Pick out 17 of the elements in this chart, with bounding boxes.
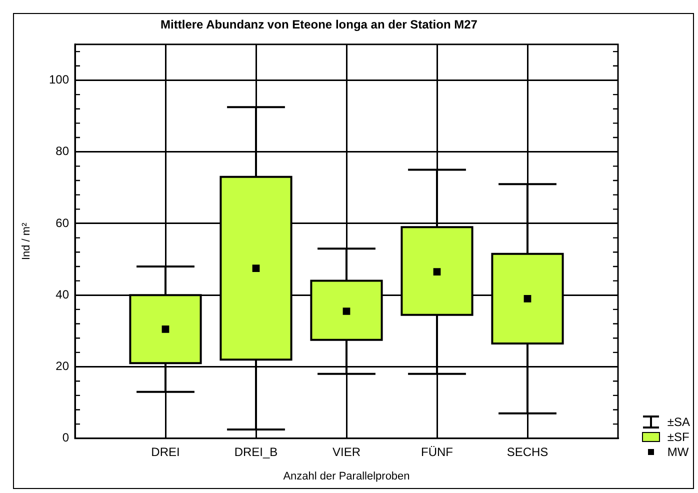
- y-tick-label: 40: [56, 287, 70, 302]
- x-tick-label: FÜNF: [421, 444, 453, 459]
- chart-title: Mittlere Abundanz von Eteone longa an der Station M27: [160, 18, 478, 32]
- y-tick-label: 100: [48, 72, 70, 87]
- text: MW: [667, 444, 689, 458]
- text: ±SF: [667, 430, 690, 444]
- y-tick-label: 60: [56, 216, 70, 230]
- x-tick-label: DREI_B: [234, 444, 278, 459]
- text: ±SA: [667, 414, 690, 428]
- y-axis-title: Ind / m²: [20, 222, 33, 260]
- x-axis-title: Anzahl der Parallelproben: [283, 470, 410, 482]
- x-tick-label: SECHS: [506, 444, 548, 459]
- y-tick-label: 0: [62, 430, 70, 445]
- y-tick-label: 80: [56, 144, 70, 158]
- x-tick-label: VIER: [332, 444, 361, 459]
- x-tick-label: DREI: [151, 444, 180, 459]
- y-tick-label: 20: [56, 359, 70, 374]
